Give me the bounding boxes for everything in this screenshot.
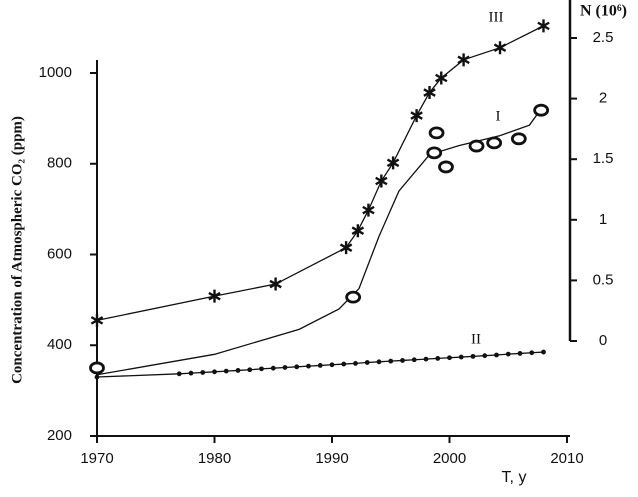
x-tick-label: 1970 xyxy=(80,450,113,467)
dot-marker xyxy=(306,363,311,369)
star-marker xyxy=(362,203,375,217)
dot-marker xyxy=(494,352,499,358)
star-marker xyxy=(269,277,282,291)
circle-marker xyxy=(510,132,527,146)
dot-marker xyxy=(270,365,276,371)
dot-marker xyxy=(482,353,488,359)
dot-marker xyxy=(411,357,417,363)
dot-marker xyxy=(388,358,394,364)
star-marker xyxy=(423,86,436,100)
dot-marker xyxy=(447,355,452,361)
y2-tick-label: 1.5 xyxy=(593,150,614,167)
star-marker xyxy=(435,71,448,85)
dot-marker xyxy=(176,371,182,377)
star-marker xyxy=(410,109,423,123)
dot-marker xyxy=(364,360,370,365)
y-tick-label: 600 xyxy=(47,245,72,262)
circle-marker xyxy=(486,136,503,150)
y-tick-label: 800 xyxy=(47,155,72,172)
dot-marker xyxy=(470,353,476,359)
x-tick-label: 2000 xyxy=(433,450,466,467)
dot-marker xyxy=(341,361,347,367)
dot-marker xyxy=(353,361,358,366)
circle-marker xyxy=(468,139,485,153)
dot-marker xyxy=(505,351,511,357)
star-marker xyxy=(375,174,388,188)
circle-marker xyxy=(89,361,105,375)
x-tick-label: 1980 xyxy=(198,450,231,467)
y-tick-label: 400 xyxy=(47,336,72,353)
dot-marker xyxy=(223,368,229,374)
series-label: I xyxy=(496,108,501,124)
y2-tick-label: 0.5 xyxy=(593,271,614,288)
y2-tick-label: 0 xyxy=(599,332,607,349)
dot-marker xyxy=(247,367,253,373)
star-marker xyxy=(339,241,353,255)
circle-marker xyxy=(438,160,454,174)
dot-marker xyxy=(529,350,535,356)
series-line xyxy=(96,25,544,322)
dot-marker xyxy=(400,358,405,363)
x-tick-label: 2010 xyxy=(550,450,583,467)
y-axis-title: Concentration of Atmospheric CO₂ (ppm) xyxy=(9,116,25,384)
dot-marker xyxy=(282,365,288,370)
circle-marker xyxy=(533,103,550,117)
dot-marker xyxy=(517,351,523,356)
dot-marker xyxy=(376,359,382,365)
series-label: III xyxy=(489,9,504,25)
circle-marker xyxy=(428,126,445,140)
dot-marker xyxy=(435,356,441,361)
dot-marker xyxy=(423,356,429,362)
y-tick-label: 1000 xyxy=(39,64,72,81)
dot-marker xyxy=(259,366,264,372)
x-tick-label: 1990 xyxy=(315,450,348,467)
y2-axis-title: N (10⁶) xyxy=(580,3,627,20)
star-marker xyxy=(493,41,507,55)
star-marker xyxy=(351,224,365,238)
y2-tick-label: 2 xyxy=(599,90,607,107)
dot-marker xyxy=(235,368,241,373)
dot-marker xyxy=(212,369,217,375)
fit-curve xyxy=(96,105,545,376)
star-marker xyxy=(386,156,400,170)
dot-marker xyxy=(329,362,335,368)
star-marker xyxy=(90,313,104,327)
dot-marker xyxy=(200,370,206,375)
y2-tick-label: 1 xyxy=(599,211,607,228)
series-label: II xyxy=(471,331,481,347)
dot-marker xyxy=(188,370,194,376)
y2-tick-label: 2.5 xyxy=(593,29,614,46)
dot-marker xyxy=(317,363,323,368)
y-tick-label: 200 xyxy=(47,427,72,444)
dot-marker xyxy=(458,354,464,360)
dot-marker xyxy=(94,374,100,380)
dot-marker xyxy=(541,349,546,355)
star-marker xyxy=(537,19,550,33)
star-marker xyxy=(208,289,221,303)
star-marker xyxy=(457,53,470,67)
x-axis-title: T, y xyxy=(502,469,527,486)
dot-marker xyxy=(294,364,300,370)
circle-marker xyxy=(345,290,362,304)
circle-marker xyxy=(426,146,443,160)
